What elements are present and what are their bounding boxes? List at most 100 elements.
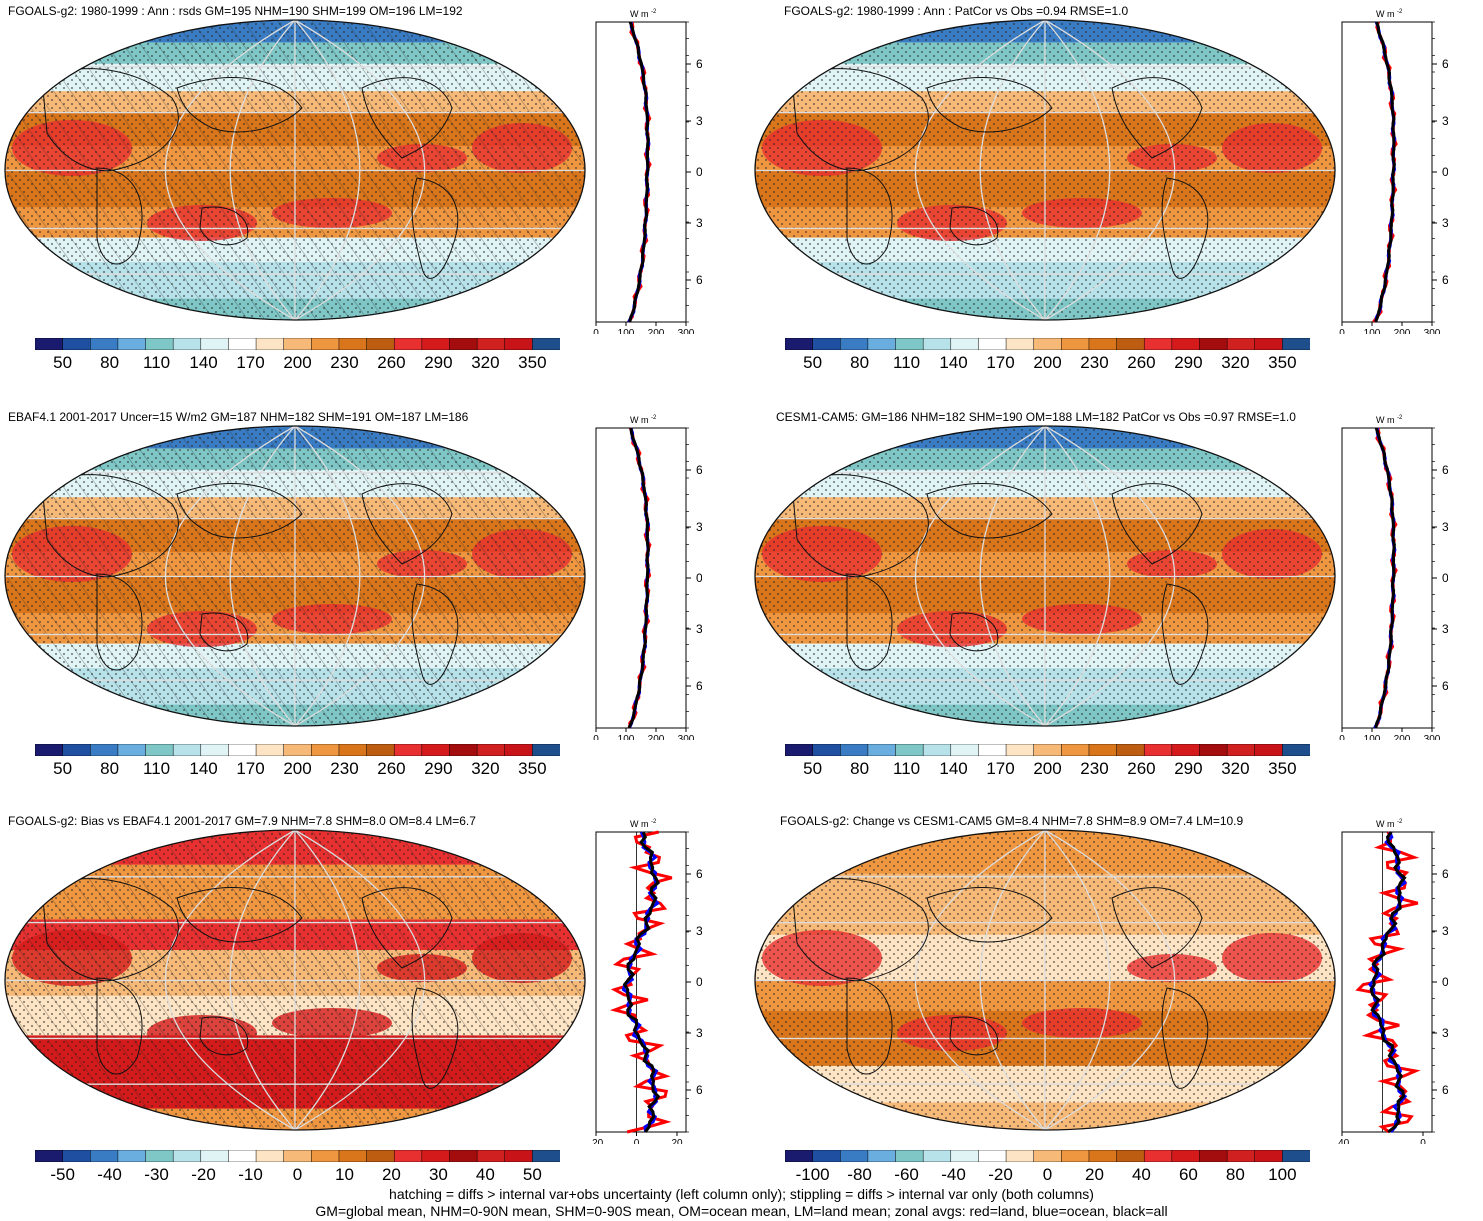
- colorbar-label: 200: [283, 353, 312, 372]
- lat-label: 30N: [1442, 114, 1448, 128]
- lat-label: 60N: [1442, 867, 1448, 881]
- colorbar-label: 0: [292, 1165, 303, 1184]
- zonal-x-label: 200: [1394, 328, 1411, 334]
- zonal-x-label: 300: [1424, 328, 1441, 334]
- colorbar-label: 290: [424, 353, 453, 372]
- zonal-mean-plot: 60N 30N 0 30S 60S W m-2 0 100 200 300: [593, 415, 702, 740]
- colorbar-label: 260: [1127, 353, 1156, 372]
- zonal-x-label: 300: [678, 328, 695, 334]
- colorbar-label: 350: [518, 353, 547, 372]
- world-map: [4, 425, 586, 727]
- lat-label: 60N: [696, 867, 702, 881]
- lat-label: 30N: [1442, 520, 1448, 534]
- world-map: [4, 829, 586, 1131]
- colorbar-label: 350: [518, 759, 547, 778]
- colorbar-label: 230: [1080, 759, 1109, 778]
- lat-label: 0: [1442, 165, 1448, 179]
- zonal-x-label: 100: [1364, 734, 1381, 740]
- zonal-all-line: [628, 21, 650, 323]
- colorbar-label: 290: [1174, 759, 1203, 778]
- colorbar-label: 20: [381, 1165, 401, 1184]
- colorbar-labels: -50 -40 -30 -20 -10 0 10 20 30 40 50: [35, 1165, 560, 1187]
- lat-label: 0: [696, 975, 702, 989]
- zonal-x-label: 200: [1394, 734, 1411, 740]
- colorbar-label: 80: [850, 759, 870, 778]
- colorbar: [35, 338, 560, 350]
- lat-label: 30S: [1442, 1026, 1448, 1040]
- zonal-x-label: 0: [1339, 734, 1345, 740]
- lat-label: 60S: [696, 679, 702, 693]
- unit-label: W m: [1376, 819, 1395, 829]
- colorbar-label: -50: [50, 1165, 75, 1184]
- colorbar-label: 170: [236, 759, 265, 778]
- zonal-all-line: [1369, 831, 1407, 1134]
- colorbar-labels: -100 -80 -60 -40 -20 0 20 40 60 80 100: [785, 1165, 1310, 1187]
- panel-title: CESM1-CAM5: GM=186 NHM=182 SHM=190 OM=18…: [776, 410, 1296, 424]
- colorbar-label: 110: [143, 759, 171, 778]
- lat-label: 60N: [1442, 463, 1448, 477]
- zonal-x-label: 0: [1420, 1138, 1426, 1144]
- zonal-x-label: 0: [634, 1138, 640, 1144]
- zonal-all-line: [622, 831, 661, 1133]
- colorbar-label: -40: [97, 1165, 122, 1184]
- colorbar-label: -20: [191, 1165, 216, 1184]
- footer-line-1: hatching = diffs > internal var+obs unce…: [389, 1186, 1094, 1202]
- zonal-mean-plot: 60N 30N 0 30S 60S W m-2 0 100 200 300: [1339, 415, 1448, 740]
- zonal-x-label: 300: [678, 734, 695, 740]
- colorbar-label: 40: [475, 1165, 495, 1184]
- zonal-x-label: 0: [1339, 328, 1345, 334]
- unit-exponent: -2: [1397, 819, 1403, 825]
- colorbar-label: 110: [143, 353, 171, 372]
- lat-label: 60N: [696, 57, 702, 71]
- panel-title: FGOALS-g2: Bias vs EBAF4.1 2001-2017 GM=…: [8, 814, 476, 828]
- zonal-x-label: 0: [593, 328, 599, 334]
- colorbar-label: 290: [1174, 353, 1203, 372]
- colorbar-label: 100: [1268, 1165, 1297, 1184]
- colorbar-label: 60: [1178, 1165, 1198, 1184]
- unit-label: W m: [630, 415, 649, 425]
- lat-label: 30S: [696, 1026, 702, 1040]
- lat-label: 60S: [1442, 273, 1448, 287]
- panel-title: FGOALS-g2: 1980-1999 : Ann : PatCor vs O…: [784, 4, 1129, 18]
- zonal-land-line: [609, 830, 673, 1134]
- colorbar-label: 140: [939, 353, 968, 372]
- colorbar-label: 80: [100, 353, 120, 372]
- colorbar-label: -80: [847, 1165, 872, 1184]
- unit-exponent: -2: [1397, 415, 1403, 421]
- zonal-x-label: 200: [648, 328, 665, 334]
- colorbar-label: 230: [330, 353, 359, 372]
- colorbar-label: 140: [939, 759, 968, 778]
- lat-label: 30N: [1442, 924, 1448, 938]
- unit-exponent: -2: [651, 415, 657, 421]
- world-map: [754, 19, 1336, 321]
- lat-label: 60N: [696, 463, 702, 477]
- unit-label: W m: [1376, 9, 1395, 19]
- colorbar-label: 320: [471, 353, 500, 372]
- zonal-mean-plot: 60N 30N 0 30S 60S W m-2 -20 0 20: [592, 819, 702, 1144]
- zonal-x-label: 20: [671, 1138, 683, 1144]
- lat-label: 30S: [696, 216, 702, 230]
- lat-label: 30N: [696, 114, 702, 128]
- unit-exponent: -2: [651, 819, 657, 825]
- colorbar-label: 290: [424, 759, 453, 778]
- colorbar-label: 110: [893, 759, 921, 778]
- colorbar-label: 0: [1042, 1165, 1053, 1184]
- unit-label: W m: [630, 9, 649, 19]
- colorbar-label: 20: [1085, 1165, 1104, 1184]
- colorbar-label: 50: [53, 353, 73, 372]
- zonal-mean-plot: 60N 30N 0 30S 60S W m-2 -40 0: [1338, 819, 1448, 1144]
- colorbar-label: 260: [377, 353, 406, 372]
- colorbar-label: 50: [53, 759, 73, 778]
- lat-label: 60S: [1442, 1083, 1448, 1097]
- colorbar-label: 140: [189, 353, 218, 372]
- colorbar-label: 200: [283, 759, 312, 778]
- colorbar-label: 50: [522, 1165, 542, 1184]
- colorbar-label: -30: [144, 1165, 169, 1184]
- zonal-all-line: [627, 427, 651, 729]
- lat-label: 0: [1442, 975, 1448, 989]
- panel-title: FGOALS-g2: 1980-1999 : Ann : rsds GM=195…: [8, 4, 463, 18]
- zonal-all-line: [1374, 427, 1396, 729]
- colorbar-label: 260: [377, 759, 406, 778]
- zonal-x-label: -40: [1338, 1138, 1350, 1144]
- lat-label: 30S: [1442, 216, 1448, 230]
